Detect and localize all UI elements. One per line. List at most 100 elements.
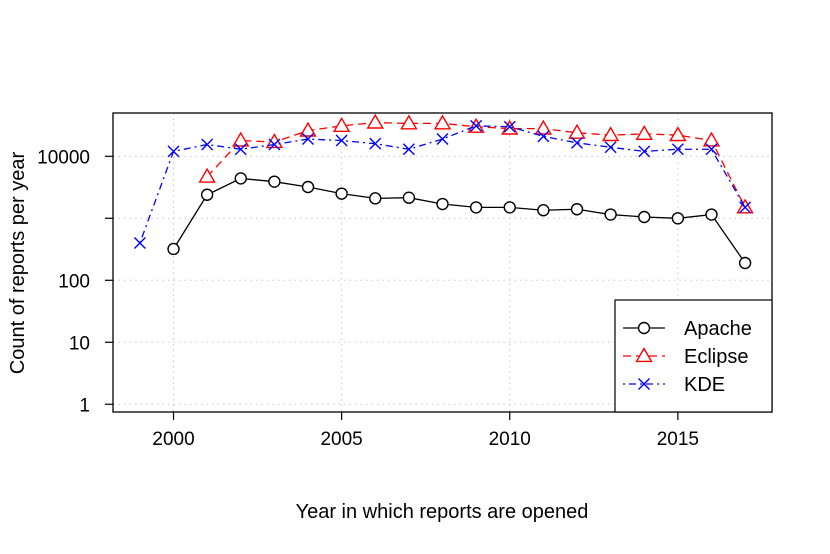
data-point-kde (133, 236, 146, 249)
y-tick-label: 10 (69, 333, 90, 354)
marker-stroke (604, 141, 617, 154)
marker-stroke (436, 133, 449, 146)
legend-marker-eclipse (635, 347, 653, 363)
data-point-apache (503, 201, 516, 214)
y-axis: 1 10 100 10000 (37, 147, 113, 416)
data-point-apache (604, 208, 617, 221)
series-layer (133, 113, 754, 270)
data-point-kde (268, 138, 281, 151)
marker-stroke (503, 120, 516, 133)
data-point-kde (335, 134, 348, 147)
data-point-eclipse (198, 167, 216, 183)
data-point-eclipse (366, 113, 384, 129)
data-point-apache (570, 203, 584, 216)
marker-stroke (234, 143, 247, 156)
marker-stroke (671, 143, 684, 156)
data-point-kde (739, 201, 752, 214)
y-axis-title: Count of reports per year (7, 151, 29, 374)
data-point-eclipse (433, 114, 452, 130)
x-axis: 2000 2005 2010 2015 (152, 412, 699, 450)
data-point-kde (234, 143, 247, 156)
data-point-apache (167, 242, 180, 256)
marker-stroke (638, 145, 651, 158)
data-point-eclipse (669, 126, 687, 142)
data-point-kde (705, 143, 718, 156)
x-tick-label: 2005 (320, 429, 362, 450)
data-point-apache (402, 191, 416, 204)
data-point-kde (570, 136, 583, 149)
legend-entry-apache: Apache (623, 318, 752, 340)
data-point-eclipse (702, 131, 721, 147)
x-tick-label: 2015 (657, 429, 699, 450)
data-point-apache (335, 187, 348, 200)
marker-stroke (201, 138, 214, 151)
data-point-kde (470, 119, 483, 132)
marker-stroke (537, 130, 550, 143)
y-tick-label: 1 (79, 395, 90, 416)
data-point-apache (671, 212, 685, 225)
legend-label-apache: Apache (684, 318, 752, 340)
data-point-eclipse (534, 119, 553, 135)
data-point-kde (302, 133, 315, 146)
legend-marker-kde (638, 378, 650, 390)
marker-stroke (739, 201, 752, 214)
data-point-apache (705, 208, 718, 221)
data-point-apache (301, 180, 315, 194)
plot-frame (112, 112, 773, 413)
data-point-eclipse (568, 123, 586, 139)
marker-stroke (133, 236, 146, 249)
series-line-kde (139, 125, 746, 244)
data-point-eclipse (332, 116, 351, 132)
data-point-apache (537, 204, 550, 217)
x-axis-title: Year in which reports are opened (296, 501, 589, 523)
data-point-apache (436, 197, 449, 211)
legend-entry-eclipse: Eclipse (623, 346, 748, 368)
x-tick-label: 2000 (152, 429, 194, 450)
data-point-kde (402, 143, 415, 156)
data-point-kde (436, 133, 449, 146)
data-point-eclipse (635, 125, 653, 141)
series-line-eclipse (206, 121, 746, 208)
data-point-kde (503, 120, 516, 133)
data-point-kde (537, 130, 550, 143)
marker-stroke (167, 145, 180, 158)
data-point-apache (234, 172, 247, 185)
series-eclipse (198, 113, 754, 214)
legend-entry-kde: KDE (623, 374, 725, 396)
y-tick-label: 10000 (37, 147, 90, 168)
marker-stroke (402, 143, 415, 156)
marker-stroke (369, 137, 382, 150)
data-point-kde (604, 141, 617, 154)
data-point-apache (469, 201, 483, 214)
legend: Apache Eclipse KDE (614, 299, 773, 413)
marker-stroke (470, 119, 483, 132)
data-point-apache (738, 256, 752, 270)
data-point-kde (638, 145, 651, 158)
series-kde (133, 119, 752, 249)
data-point-eclipse (736, 198, 754, 214)
data-point-kde (369, 137, 382, 150)
data-point-eclipse (232, 131, 250, 147)
data-point-eclipse (601, 126, 620, 142)
series-line-apache (172, 177, 746, 264)
marker-stroke (638, 378, 650, 390)
data-point-kde (167, 145, 180, 158)
data-point-eclipse (299, 121, 317, 137)
data-point-apache (200, 188, 214, 201)
marker-stroke (705, 143, 718, 156)
legend-marker-apache (637, 321, 651, 335)
data-point-apache (268, 175, 281, 188)
grid-lines (113, 113, 772, 412)
data-point-eclipse (400, 114, 418, 130)
marker-stroke (268, 138, 281, 151)
data-point-apache (369, 192, 382, 205)
legend-label-eclipse: Eclipse (684, 346, 748, 368)
marker-stroke (335, 134, 348, 147)
data-point-kde (671, 143, 684, 156)
data-point-kde (201, 138, 214, 151)
data-point-apache (638, 210, 651, 224)
legend-label-kde: KDE (684, 374, 725, 396)
x-tick-label: 2010 (489, 429, 531, 450)
series-apache (167, 172, 752, 270)
